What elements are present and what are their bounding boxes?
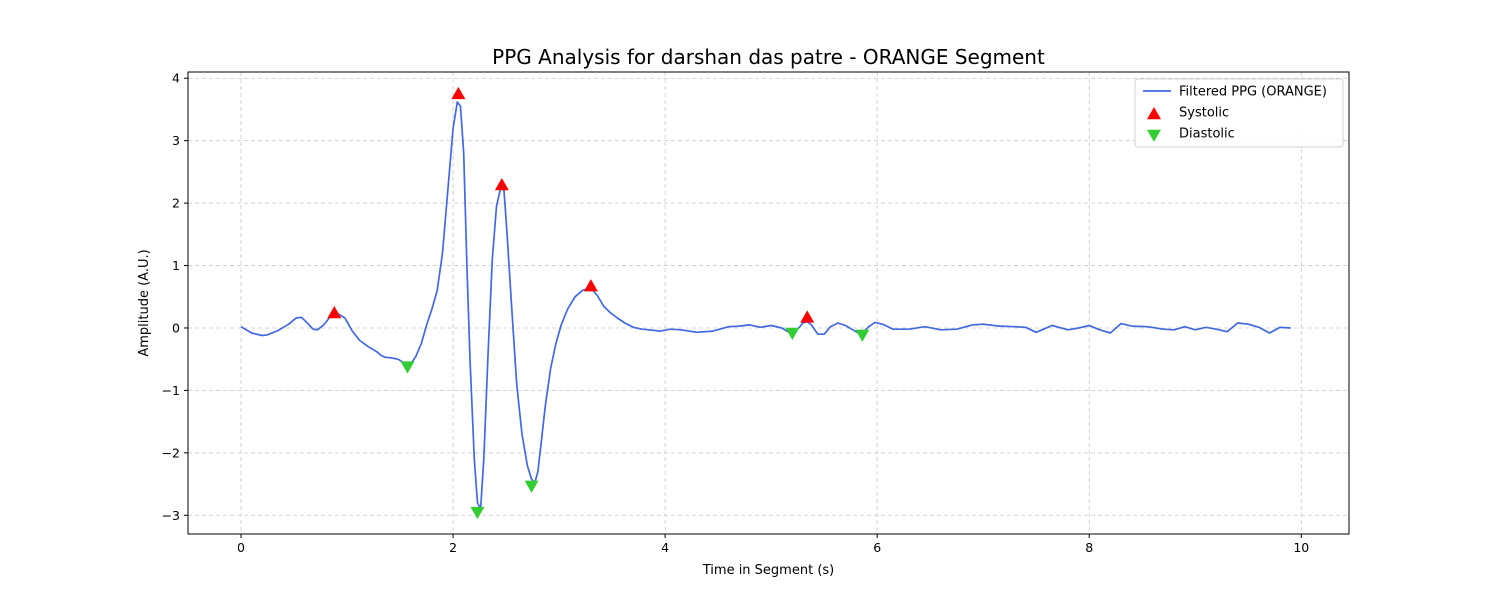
diastolic-point <box>400 361 415 374</box>
x-tick-label: 6 <box>873 540 881 555</box>
systolic-point <box>327 305 342 319</box>
y-tick-label: −1 <box>162 383 180 398</box>
systolic-point <box>494 178 509 191</box>
y-tick-label: 3 <box>172 133 180 148</box>
systolic-point <box>583 279 598 292</box>
filtered-ppg-line <box>240 101 1291 510</box>
y-tick-label: −2 <box>162 445 180 460</box>
x-tick-label: 8 <box>1085 540 1093 555</box>
y-tick-label: 2 <box>172 196 180 211</box>
systolic-point <box>451 86 466 100</box>
axis-ticks: 0 2 4 6 8 10 −3 −2 −1 0 1 2 3 4 <box>162 71 1310 555</box>
diastolic-point <box>855 329 870 342</box>
diastolic-point <box>470 506 485 520</box>
plot-frame <box>187 71 1350 535</box>
legend-label: Filtered PPG (ORANGE) <box>1179 85 1327 100</box>
systolic-point <box>800 310 815 323</box>
y-axis-label: Amplitude (A.U.) <box>137 249 152 356</box>
chart-title: PPG Analysis for darshan das patre - ORA… <box>492 45 1045 69</box>
x-tick-label: 0 <box>237 540 245 555</box>
x-tick-label: 2 <box>449 540 457 555</box>
x-tick-label: 4 <box>661 540 669 555</box>
diastolic-point <box>785 327 800 340</box>
legend-label: Diastolic <box>1179 127 1235 142</box>
legend-label: Systolic <box>1179 106 1229 121</box>
y-tick-label: 0 <box>172 320 180 335</box>
y-tick-label: 1 <box>172 258 180 273</box>
legend-diastolic-marker <box>1147 129 1161 142</box>
plot-series <box>240 86 1291 520</box>
diastolic-point <box>524 480 539 493</box>
x-axis-label: Time in Segment (s) <box>702 563 834 578</box>
y-tick-label: 4 <box>172 71 180 86</box>
legend-systolic-marker <box>1147 107 1161 120</box>
legend: Filtered PPG (ORANGE) Systolic Diastolic <box>1134 78 1344 148</box>
x-tick-label: 10 <box>1293 540 1309 555</box>
y-tick-label: −3 <box>162 508 180 523</box>
legend-box <box>1134 78 1344 148</box>
